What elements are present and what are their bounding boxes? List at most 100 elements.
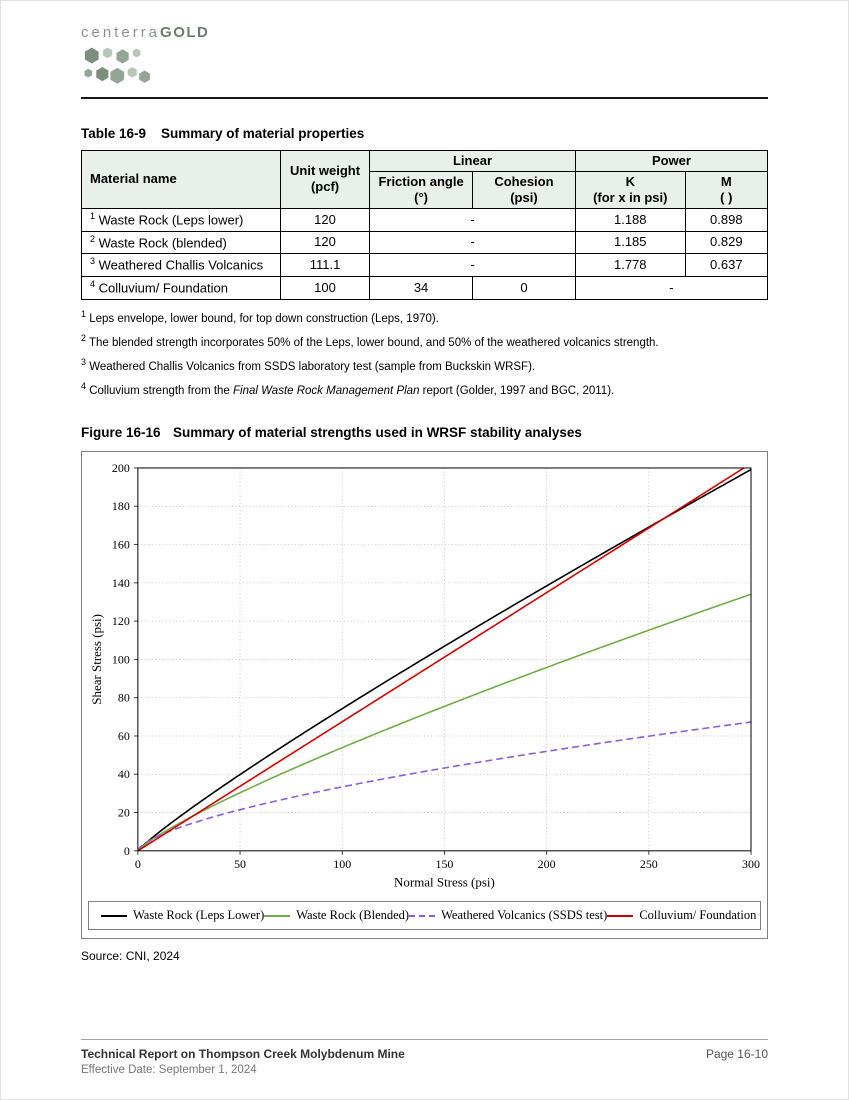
figure-source: Source: CNI, 2024 [81, 949, 180, 964]
figure-label: Figure 16-16 [81, 425, 161, 441]
footnote: 2 The blended strength incorporates 50% … [81, 333, 768, 350]
figure-frame: 0 20 40 60 80 100 120 140 160 180 200 0 50 100 150 200 2… [81, 451, 768, 940]
page-footer: Technical Report on Thompson Creek Molyb… [81, 1039, 768, 1076]
footnote-marker: 4 [90, 278, 96, 289]
logo-hexagon [139, 70, 150, 83]
cell-k: 1.188 [574, 208, 686, 232]
table-caption: Table 16-9 Summary of material propertie… [81, 126, 768, 141]
series-line-2 [137, 721, 752, 852]
footnote-text: Leps envelope, lower bound, for top down… [89, 312, 439, 325]
header-friction-line1: Friction angle [378, 173, 464, 189]
table-row: 1 Waste Rock (Leps lower) 120 - 1.188 0.… [81, 208, 769, 232]
figure-title: Summary of material strengths used in WR… [173, 425, 582, 441]
header-unit-weight-line2: (pcf) [310, 179, 340, 195]
legend-line-sample [101, 915, 127, 918]
x-tick-label: 50 [234, 857, 246, 871]
header-m: M( ) [684, 170, 769, 210]
cell-unit-weight: 120 [279, 208, 371, 232]
footnote-text: Weathered Challis Volcanics from SSDS la… [89, 360, 536, 373]
material-name: Colluvium/ Foundation [98, 280, 228, 296]
legend-item: Waste Rock (Leps Lower) [101, 908, 264, 923]
logo-hexagon [84, 68, 93, 78]
table-title: Summary of material properties [161, 125, 365, 141]
header-cohesion-line1: Cohesion [494, 173, 554, 189]
legend-label: Waste Rock (Blended) [296, 908, 410, 923]
footer-page-number: Page 16-10 [705, 1047, 768, 1061]
header-cohesion: Cohesion (psi) [472, 170, 576, 210]
logo-hexagon [127, 66, 137, 78]
x-tick-label: 250 [640, 857, 658, 871]
legend-label: Colluvium/ Foundation [639, 908, 757, 923]
figure-caption: Figure 16-16 Summary of material strengt… [81, 425, 768, 440]
header-m-line1: M [720, 173, 732, 189]
y-tick-label: 160 [112, 538, 130, 552]
y-axis-title: Shear Stress (psi) [89, 614, 104, 705]
cell-linear: - [369, 253, 576, 277]
footnote: 1 Leps envelope, lower bound, for top do… [81, 309, 768, 326]
header-unit-weight-line1: Unit weight [290, 163, 361, 179]
header-material-name: Material name [81, 149, 281, 210]
cell-linear: - [369, 208, 576, 232]
table-row: 4 Colluvium/ Foundation 100 34 0 - [81, 275, 769, 300]
y-tick-label: 180 [112, 500, 130, 514]
cell-unit-weight: 111.1 [279, 253, 371, 277]
footnote: 3 Weathered Challis Volcanics from SSDS … [81, 357, 768, 374]
header-friction-angle: Friction angle (°) [369, 170, 473, 210]
logo-wordmark-bold: GOLD [160, 24, 210, 41]
header-unit-weight: Unit weight (pcf) [279, 149, 371, 210]
logo-hexagon [96, 66, 109, 81]
footer-effective-date: Effective Date: September 1, 2024 [81, 1064, 257, 1076]
legend-line-sample [409, 915, 436, 918]
footnote: 4 Colluvium strength from the Final Wast… [81, 381, 768, 398]
material-properties-table: Material name Unit weight (pcf) Linear Po… [81, 149, 769, 300]
x-tick-label: 150 [435, 857, 453, 871]
legend-line-sample [607, 915, 634, 918]
legend-label: Weathered Volcanics (SSDS test) [441, 908, 608, 923]
footnote-marker: 1 [90, 211, 96, 222]
header-friction-line2: (°) [414, 190, 428, 205]
x-axis-title: Normal Stress (psi) [394, 875, 495, 890]
footnote-text: report (Golder, 1997 and BGC, 2011). [419, 385, 615, 397]
cell-cohesion: 0 [472, 275, 576, 300]
cell-unit-weight: 120 [279, 230, 371, 255]
header-m-line2: ( ) [720, 190, 733, 205]
header-k-line2: (for x in psi) [593, 190, 668, 205]
x-tick-label: 100 [333, 857, 351, 871]
table-header-row: Material name Unit weight (pcf) Linear Po… [81, 149, 769, 210]
table-footnotes: 1 Leps envelope, lower bound, for top do… [81, 309, 768, 399]
legend-line-sample [264, 915, 291, 918]
cell-k: 1.778 [574, 253, 686, 277]
y-tick-label: 20 [118, 806, 130, 820]
chart-legend: Waste Rock (Leps Lower) Waste Rock (Blend… [88, 901, 761, 931]
series-line-3 [137, 468, 746, 852]
cell-friction: 34 [369, 275, 473, 300]
logo-hexagon [103, 47, 113, 58]
table-subheader-row: Friction angle (°) Cohesion (psi) K (for x … [82, 170, 769, 210]
logo-hexagon [116, 48, 129, 63]
cell-linear: - [369, 230, 576, 255]
company-logo: centerraGOLD [81, 24, 768, 89]
y-tick-label: 40 [118, 768, 130, 782]
legend-item: Weathered Volcanics (SSDS test) [409, 908, 607, 923]
header-linear: Linear [369, 149, 576, 172]
series-line-1 [137, 593, 752, 852]
footer-report-title: Technical Report on Thompson Creek Molyb… [81, 1047, 405, 1061]
cell-m: 0.637 [684, 253, 769, 277]
header-power: Power [574, 149, 769, 172]
cell-m: 0.829 [684, 230, 769, 255]
y-tick-label: 200 [112, 461, 130, 475]
shear-stress-chart: 0 20 40 60 80 100 120 140 160 180 200 0 50 100 150 200 2… [89, 461, 760, 890]
footnote-marker: 2 [81, 332, 87, 343]
cell-unit-weight: 100 [279, 275, 371, 300]
x-tick-label: 0 [135, 857, 141, 871]
material-name: Weathered Challis Volcanics [98, 257, 264, 273]
y-tick-label: 80 [118, 691, 130, 705]
logo-wordmark: centerraGOLD [81, 24, 768, 42]
x-tick-label: 200 [538, 857, 556, 871]
y-tick-label: 100 [112, 653, 130, 667]
logo-wordmark-text: centerra [81, 24, 161, 41]
cell-material: 3 Weathered Challis Volcanics [81, 253, 281, 277]
footnote-marker: 1 [81, 308, 87, 319]
table-row: 3 Weathered Challis Volcanics 111.1 - 1.… [81, 253, 769, 277]
logo-hexagon [110, 67, 125, 84]
